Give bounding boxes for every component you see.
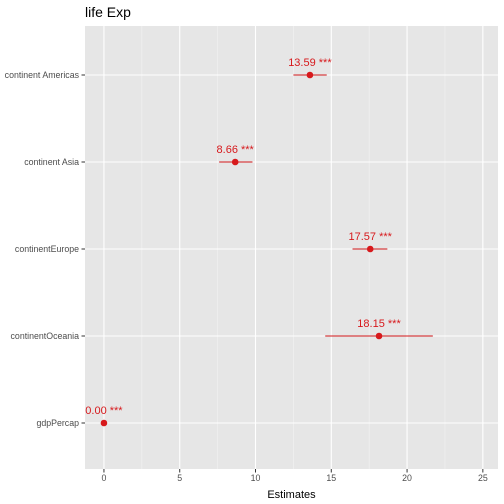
estimate-point <box>306 71 314 79</box>
x-axis-title: Estimates <box>267 489 316 501</box>
x-tick-label: 20 <box>402 473 412 483</box>
x-tick-label: 25 <box>478 473 488 483</box>
y-tick-label: continentEurope <box>15 244 79 254</box>
y-tick-label: gdpPercap <box>36 418 79 428</box>
minor-gridlines <box>141 26 446 469</box>
x-tick-label: 5 <box>177 473 182 483</box>
y-tick-label: continent Americas <box>5 70 80 80</box>
y-tick-label: continent Asia <box>24 157 79 167</box>
estimate-point <box>100 419 108 427</box>
x-tick-label: 15 <box>326 473 336 483</box>
estimate-label: 17.57 *** <box>349 231 393 243</box>
x-tick-label: 0 <box>101 473 106 483</box>
estimate-marks: 13.59 *** 8.66 *** 17.57 *** 18.15 *** 0.00 … <box>85 57 433 427</box>
plot-panel <box>85 26 498 469</box>
chart-title: life Exp <box>85 4 131 20</box>
x-tick-label: 10 <box>251 473 261 483</box>
estimate-point <box>366 245 374 253</box>
estimate-point <box>375 332 383 340</box>
estimate-label: 0.00 *** <box>85 405 123 417</box>
x-axis: 0 5 10 15 20 25 <box>101 469 488 483</box>
major-gridlines <box>85 26 498 469</box>
estimate-label: 18.15 *** <box>357 318 401 330</box>
y-tick-label: continentOceania <box>11 331 80 341</box>
y-axis: continent Americas continent Asia continen… <box>5 70 85 428</box>
estimate-label: 13.59 *** <box>288 57 332 69</box>
estimate-label: 8.66 *** <box>217 144 255 156</box>
estimate-point <box>231 158 239 166</box>
